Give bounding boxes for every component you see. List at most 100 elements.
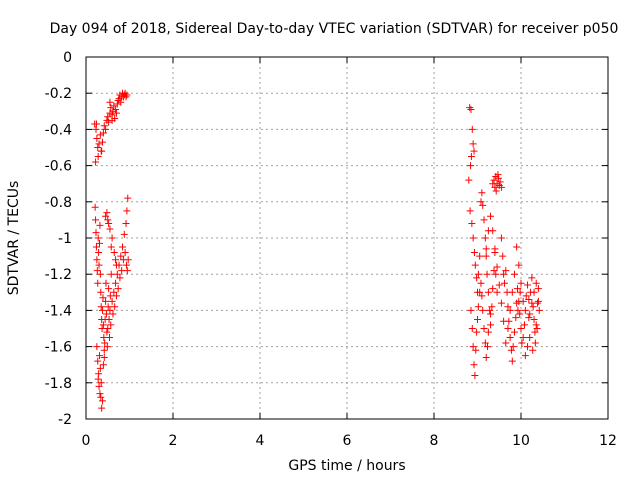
data-point-marker: [123, 91, 131, 99]
data-point-marker: [108, 116, 116, 124]
data-point-marker: [112, 261, 120, 269]
data-point-marker: [524, 281, 532, 289]
data-point-marker: [497, 299, 505, 307]
data-point-marker: [102, 279, 110, 287]
data-point-marker: [500, 279, 508, 287]
data-point-marker: [106, 292, 114, 300]
data-point-marker: [470, 147, 478, 155]
data-point-marker: [111, 303, 119, 311]
data-point-marker: [110, 248, 118, 256]
data-point-marker: [468, 325, 476, 332]
data-point-marker: [99, 138, 107, 146]
data-point-marker: [122, 93, 130, 101]
data-point-marker: [107, 321, 115, 329]
data-point-marker: [516, 310, 524, 318]
data-point-marker: [107, 243, 115, 251]
data-point-marker: [113, 100, 121, 108]
data-point-marker: [482, 252, 490, 260]
data-point-marker: [105, 220, 113, 228]
data-point-marker: [484, 227, 492, 235]
data-point-marker: [528, 274, 536, 282]
data-point-marker: [102, 297, 110, 305]
data-point-marker: [99, 361, 107, 369]
data-point-marker: [502, 339, 510, 347]
data-point-marker: [496, 178, 504, 186]
grid-lines: [86, 57, 608, 419]
data-point-marker: [103, 209, 111, 217]
data-point-marker: [99, 129, 107, 137]
data-point-marker: [521, 352, 529, 360]
data-point-marker: [499, 252, 507, 260]
data-point-marker: [106, 306, 114, 314]
data-point-marker: [104, 216, 112, 224]
data-point-marker: [468, 220, 476, 228]
y-tick-label: -0.8: [45, 195, 72, 211]
data-point-marker: [95, 140, 103, 148]
data-point-marker: [491, 245, 499, 253]
data-point-marker: [105, 334, 113, 342]
data-point-marker: [516, 288, 524, 296]
data-point-marker: [519, 334, 527, 342]
data-point-marker: [502, 267, 510, 275]
x-tick-label: 6: [343, 433, 352, 449]
data-point-marker: [532, 321, 540, 329]
data-point-marker: [94, 153, 102, 161]
data-point-marker: [476, 288, 484, 296]
data-point-marker: [112, 292, 120, 300]
data-point-marker: [108, 297, 116, 305]
data-point-marker: [529, 346, 537, 354]
data-point-marker: [513, 243, 521, 251]
data-point-marker: [471, 261, 479, 269]
data-point-marker: [119, 243, 127, 251]
data-point-marker: [465, 176, 473, 184]
data-point-marker: [510, 328, 518, 336]
x-axis-label: GPS time / hours: [288, 458, 405, 474]
data-point-marker: [495, 281, 503, 289]
data-point-marker: [492, 270, 500, 278]
data-point-marker: [483, 270, 491, 278]
data-point-marker: [106, 225, 114, 233]
data-point-marker: [467, 105, 475, 113]
data-point-marker: [526, 310, 534, 318]
y-tick-label: -1.8: [45, 376, 72, 392]
y-tick-label: -2: [58, 412, 72, 428]
data-point-marker: [517, 279, 525, 287]
data-point-marker: [467, 162, 475, 170]
data-point-marker: [484, 288, 492, 296]
data-point-marker: [474, 315, 481, 323]
data-point-marker: [530, 315, 538, 323]
data-point-marker: [92, 120, 100, 128]
data-point-marker: [93, 134, 101, 142]
data-point-marker: [95, 261, 103, 269]
data-point-marker: [531, 339, 539, 347]
data-point-marker: [107, 270, 115, 278]
data-point-marker: [481, 234, 489, 242]
data-point-marker: [518, 339, 526, 347]
y-tick-label: -1.6: [45, 340, 72, 356]
data-point-marker: [478, 292, 486, 300]
data-point-marker: [466, 207, 474, 215]
y-tick-label: 0: [63, 50, 72, 66]
data-point-marker: [104, 303, 112, 311]
data-point-marker: [482, 245, 490, 253]
data-point-marker: [96, 221, 104, 229]
x-tick-label: 4: [256, 433, 265, 449]
x-tick-label: 10: [512, 433, 530, 449]
data-point-marker: [494, 171, 502, 179]
data-point-marker: [123, 267, 131, 275]
data-point-marker: [116, 274, 124, 282]
data-point-marker: [100, 353, 108, 361]
data-point-marker: [507, 346, 515, 354]
data-point-marker: [102, 125, 110, 133]
data-point-marker: [477, 198, 485, 206]
data-point-marker: [91, 203, 99, 211]
data-point-marker: [534, 297, 542, 305]
data-point-marker: [532, 279, 540, 287]
data-point-marker: [112, 109, 120, 117]
data-point-marker: [124, 256, 132, 264]
data-point-marker: [94, 279, 102, 287]
data-point-marker: [487, 321, 495, 329]
data-point-marker: [102, 212, 110, 220]
data-point-marker: [493, 263, 501, 271]
data-point-marker: [95, 239, 103, 247]
